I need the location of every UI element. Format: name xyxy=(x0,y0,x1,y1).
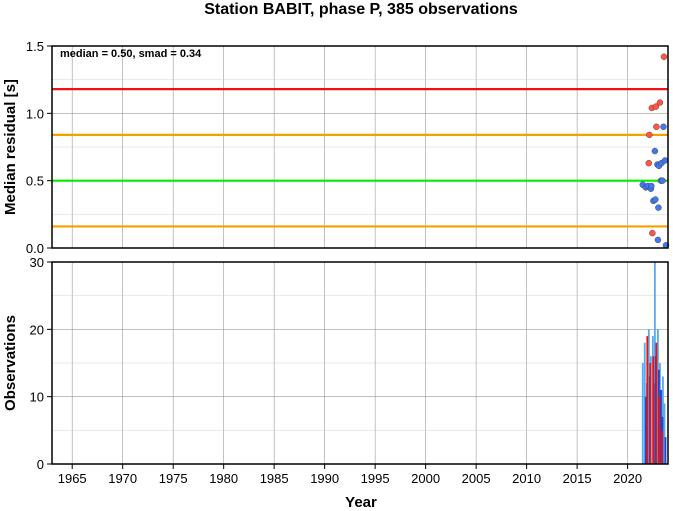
observations-y-ticks: 0 10 20 30 xyxy=(30,255,52,472)
observations-frame xyxy=(51,261,669,465)
x-tick-label: 1990 xyxy=(310,471,339,486)
x-tick-label: 2000 xyxy=(411,471,440,486)
outlier-residual-point xyxy=(656,99,664,106)
x-tick-label: 2015 xyxy=(563,471,592,486)
residual-frame xyxy=(51,45,669,249)
observation-bar xyxy=(655,342,658,464)
outlier-residual-point xyxy=(645,159,653,167)
outlier-residual-point xyxy=(653,123,660,131)
residual-points xyxy=(639,53,670,249)
observation-bar xyxy=(646,336,649,464)
observation-bar xyxy=(644,396,647,464)
observations-y-tick-label: 20 xyxy=(30,322,44,337)
outlier-residual-point xyxy=(649,229,656,237)
residual-reference-lines xyxy=(52,87,668,228)
observation-bar xyxy=(647,329,650,464)
residual-point xyxy=(659,177,666,184)
x-tick-label: 1980 xyxy=(209,471,238,486)
x-tick-label: 2020 xyxy=(613,471,642,486)
residual-panel: 0.00.51.01.5 median = 0.50, smad = 0.34 … xyxy=(2,39,670,256)
residual-y-tick-label: 1.5 xyxy=(26,39,44,54)
residual-point xyxy=(648,182,655,190)
outlier-residual-point xyxy=(660,53,668,60)
residual-point xyxy=(661,157,669,164)
residual-point xyxy=(660,123,667,131)
observations-y-tick-label: 10 xyxy=(30,390,44,405)
residual-y-ticks: 0.0 0.5 1.0 1.5 xyxy=(26,39,52,256)
observations-y-tick-label: 30 xyxy=(30,255,44,270)
x-axis-label: Year xyxy=(345,494,377,511)
observation-bar xyxy=(643,342,646,464)
observation-bar xyxy=(657,329,659,464)
residual-y-tick-label: 0.0 xyxy=(26,241,44,256)
observations-panel: 0 10 20 30 1965 1970 1975 1980 1985 1990 1995 2000… xyxy=(2,255,669,511)
x-tick-label: 1970 xyxy=(108,471,137,486)
residual-point xyxy=(655,204,662,211)
outlier-residual-point xyxy=(652,103,660,110)
x-tick-label: 1995 xyxy=(361,471,390,486)
observations-gridlines xyxy=(52,261,668,465)
stats-annotation: median = 0.50, smad = 0.34 xyxy=(60,48,202,60)
x-tick-label: 1985 xyxy=(260,471,289,486)
x-tick-label: 1965 xyxy=(58,471,87,486)
observation-bar xyxy=(641,363,644,464)
observation-bar xyxy=(660,389,662,464)
observation-bar xyxy=(664,437,667,464)
x-axis-ticks: 1965 1970 1975 1980 1985 1990 1995 2000 2005 2010… xyxy=(58,464,642,486)
residual-point xyxy=(651,147,659,155)
observation-bar xyxy=(658,396,661,464)
residual-y-axis-label: Median residual [s] xyxy=(2,79,19,215)
observations-y-tick-label: 0 xyxy=(37,457,44,472)
chart-title: Station BABIT, phase P, 385 observations xyxy=(204,1,518,18)
residual-y-tick-label: 1.0 xyxy=(26,106,44,121)
observation-bar xyxy=(649,363,652,464)
observation-bar xyxy=(652,356,655,464)
observation-bar xyxy=(661,430,663,464)
observation-bar xyxy=(663,403,666,464)
observation-bar xyxy=(653,262,656,464)
outlier-residual-point xyxy=(646,131,653,139)
observations-bars xyxy=(641,262,667,464)
observations-y-axis-label: Observations xyxy=(2,315,19,411)
x-tick-label: 2010 xyxy=(512,471,541,486)
x-tick-label: 2005 xyxy=(462,471,491,486)
x-tick-label: 1975 xyxy=(159,471,188,486)
residual-point xyxy=(652,196,659,203)
residual-y-tick-label: 0.5 xyxy=(26,174,44,189)
residual-point xyxy=(654,236,662,244)
